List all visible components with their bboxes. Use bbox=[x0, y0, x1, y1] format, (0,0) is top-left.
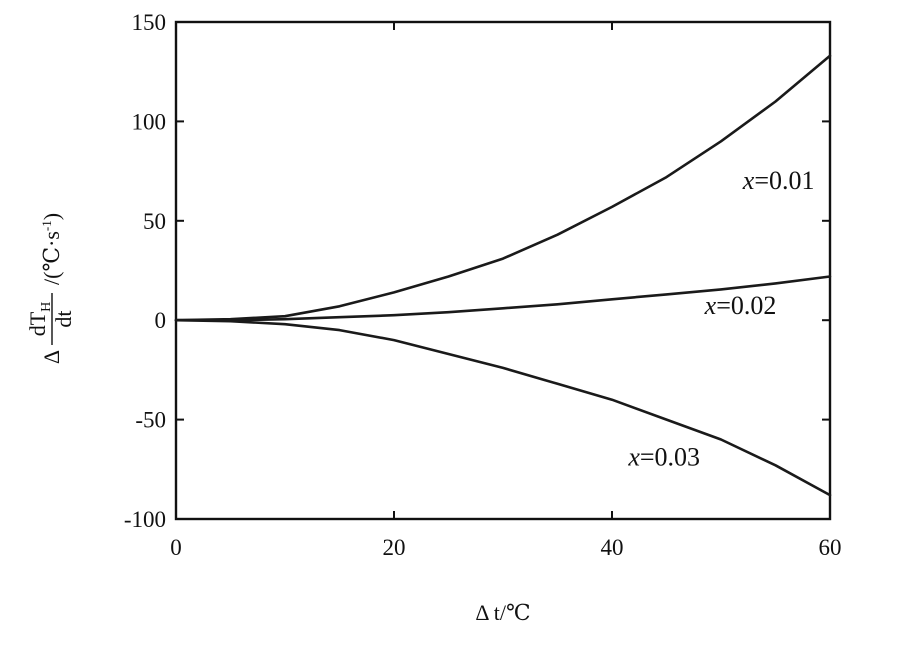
y-axis-title-unit: /(℃·s-1) bbox=[39, 213, 64, 285]
x-tick-label: 20 bbox=[383, 535, 406, 560]
series-line-3 bbox=[174, 318, 832, 497]
y-axis-title-numerator: dTH bbox=[25, 302, 54, 337]
y-axis-title: dTH dt Δ /(℃·s-1) bbox=[25, 213, 76, 364]
y-axis-title-prefix: Δ bbox=[39, 350, 64, 364]
y-axis: -100 -50 0 50 100 150 bbox=[124, 10, 830, 532]
y-tick-label: 50 bbox=[143, 209, 166, 234]
series-label-2: x=0.02 bbox=[704, 291, 777, 320]
series-label-3: x=0.03 bbox=[627, 442, 700, 471]
series-line-2 bbox=[174, 275, 832, 322]
plot-frame bbox=[174, 20, 832, 521]
series-lines bbox=[174, 54, 832, 497]
series-line-1 bbox=[174, 54, 832, 322]
y-tick-label: -100 bbox=[124, 507, 166, 532]
x-tick-label: 60 bbox=[819, 535, 842, 560]
y-tick-label: 0 bbox=[155, 308, 167, 333]
y-tick-label: -50 bbox=[135, 408, 166, 433]
x-tick-label: 0 bbox=[170, 535, 182, 560]
y-tick-label: 150 bbox=[132, 10, 167, 35]
series-label-1: x=0.01 bbox=[742, 166, 815, 195]
y-tick-label: 100 bbox=[132, 109, 167, 134]
x-axis: 0 20 40 60 bbox=[170, 22, 842, 560]
y-axis-title-denominator: dt bbox=[51, 310, 76, 327]
x-tick-label: 40 bbox=[601, 535, 624, 560]
series-labels: x=0.01 x=0.02 x=0.03 bbox=[627, 166, 814, 471]
x-axis-title: Δ t/℃ bbox=[475, 600, 530, 625]
